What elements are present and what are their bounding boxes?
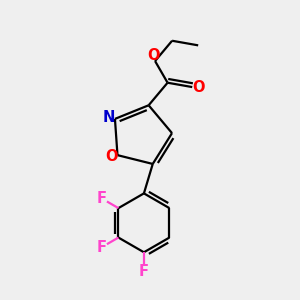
Text: O: O <box>192 80 205 94</box>
Text: F: F <box>97 191 107 206</box>
Text: F: F <box>139 264 149 279</box>
Text: O: O <box>105 149 117 164</box>
Text: F: F <box>97 240 107 255</box>
Text: N: N <box>102 110 115 125</box>
Text: O: O <box>147 48 160 63</box>
